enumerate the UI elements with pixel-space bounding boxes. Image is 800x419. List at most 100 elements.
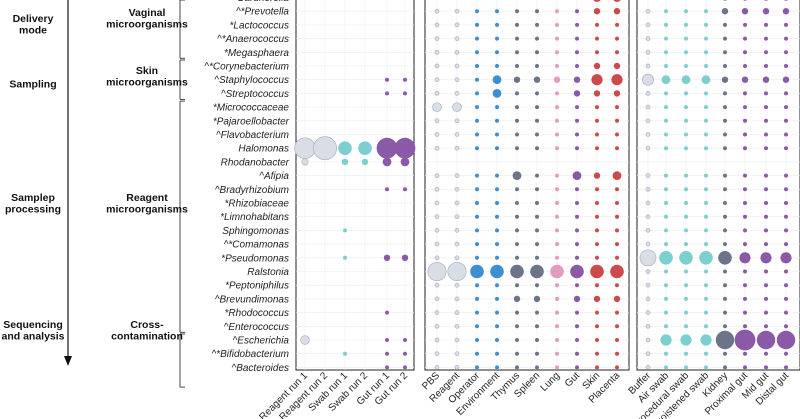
bubble (513, 295, 521, 303)
bubble (572, 171, 582, 181)
bubble (615, 255, 619, 260)
bubble (764, 173, 768, 178)
bubble (575, 365, 579, 370)
bubble (573, 76, 581, 83)
bubble (385, 187, 389, 192)
bubble (475, 173, 479, 178)
bubble (595, 365, 599, 370)
bubble (475, 36, 479, 41)
bubble (454, 145, 460, 151)
bubble (684, 365, 688, 370)
bubble (664, 146, 668, 151)
row-label: ^Bacteroides (232, 363, 290, 374)
bubble (743, 365, 747, 370)
bubble (595, 214, 599, 219)
bubble (475, 338, 479, 342)
bubble (595, 228, 599, 233)
bubble (300, 335, 310, 345)
bubble (776, 330, 796, 350)
bubble (664, 187, 668, 192)
bubble (343, 351, 347, 356)
row-label: ^*Anaerococcus (217, 34, 289, 45)
bubble (475, 146, 479, 151)
row-label: ^*Prevotella (236, 7, 289, 18)
bubble (515, 9, 519, 14)
bubble (575, 105, 579, 110)
bubble (475, 214, 479, 219)
bubble (535, 310, 539, 315)
bubble (784, 22, 788, 27)
bubble (394, 137, 416, 159)
bubble (454, 200, 460, 206)
category-label: mode (19, 24, 47, 36)
bubble (575, 146, 579, 151)
bubble (645, 200, 651, 206)
bubble (661, 75, 671, 85)
bubble (535, 338, 539, 342)
bubble (575, 64, 579, 68)
row-label: *Rhodococcus (225, 308, 289, 319)
bubble (645, 228, 651, 233)
column-label: Lung (539, 370, 563, 394)
bubble (645, 269, 651, 274)
category-label: processing (5, 203, 61, 215)
bubble (454, 118, 460, 124)
bubble (764, 310, 768, 315)
bubble (575, 201, 579, 205)
bubble (645, 36, 651, 41)
bubble (615, 50, 619, 55)
bubble (575, 310, 579, 315)
bubble (515, 228, 519, 233)
bubble (434, 214, 440, 220)
bubble (495, 187, 499, 192)
bubble (684, 146, 688, 151)
bubble (475, 242, 479, 247)
bubble (595, 146, 599, 151)
bubble (743, 0, 747, 1)
bubble (743, 50, 747, 55)
bubble (743, 22, 747, 27)
row-label: *Megasphaera (224, 48, 289, 59)
bubble (784, 296, 788, 301)
bubble (615, 146, 619, 151)
bubble (743, 351, 747, 356)
category-label: Sampling (9, 79, 56, 91)
bubble (490, 264, 504, 279)
bubble (723, 118, 727, 123)
bubble (475, 324, 479, 329)
bubble (495, 173, 499, 178)
row-label: ^Enterococcus (224, 322, 289, 333)
bubble (681, 75, 691, 85)
row-label: ^*Comamonas (224, 240, 289, 251)
bubble (475, 64, 479, 68)
bubble (515, 310, 519, 315)
bubble (723, 228, 727, 233)
bubble (664, 228, 668, 233)
bubble (723, 214, 727, 219)
bubble (515, 255, 519, 260)
bubble (338, 141, 352, 155)
bubble (704, 50, 708, 55)
bubble (401, 254, 409, 261)
bubble (645, 241, 651, 247)
bubble (434, 132, 440, 137)
bubble (684, 242, 688, 247)
bubble (764, 365, 768, 370)
bubble (723, 36, 727, 41)
bubble (515, 105, 519, 110)
bubble (645, 337, 651, 343)
bubble (495, 9, 499, 14)
bubble (664, 310, 668, 315)
bubble (570, 264, 584, 279)
bubble (743, 283, 747, 288)
bubble (385, 310, 389, 315)
bubble (434, 36, 440, 41)
bubble (684, 22, 688, 27)
bubble (664, 50, 668, 55)
row-label: Sphingomonas (222, 226, 289, 237)
bubble (764, 228, 768, 233)
bubble (575, 132, 579, 137)
bubble (704, 310, 708, 315)
bubble (434, 241, 440, 247)
bubble (760, 252, 772, 264)
